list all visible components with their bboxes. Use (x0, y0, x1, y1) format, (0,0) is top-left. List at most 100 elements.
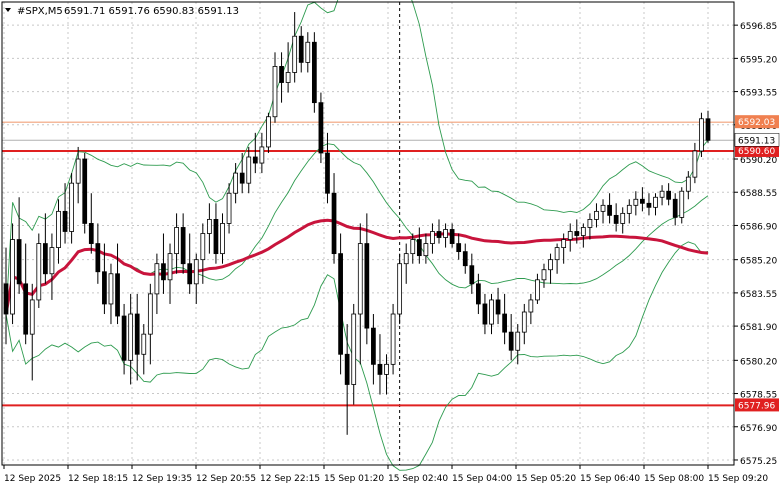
candle (371, 314, 376, 385)
candle-body (666, 190, 672, 200)
candle (285, 42, 291, 93)
candle-body (147, 293, 153, 335)
candle (600, 199, 606, 224)
candle (325, 132, 330, 204)
candle-body (108, 273, 114, 305)
price-tick-label: 6586.90 (740, 222, 777, 232)
candle-body (640, 198, 645, 204)
candle (298, 26, 304, 73)
candle-body (239, 172, 245, 184)
candle-body (607, 204, 612, 216)
candle-body (357, 243, 363, 315)
candle-body (272, 66, 278, 118)
candle (292, 12, 298, 83)
moving-average (4, 218, 709, 315)
candle-body (102, 271, 107, 305)
candle-body (416, 239, 422, 257)
candle (666, 183, 672, 206)
candle (213, 203, 219, 264)
candle (620, 207, 626, 234)
candle-body (423, 243, 429, 257)
candle (161, 233, 166, 294)
candle-body (377, 363, 383, 375)
candle-body (515, 331, 521, 351)
candle (3, 247, 9, 345)
candle (528, 293, 534, 325)
candle-body (626, 204, 632, 214)
candle (502, 293, 507, 345)
candle (423, 233, 429, 264)
candle (331, 173, 337, 264)
time-tick-label: 15 Sep 08:00 (644, 474, 704, 484)
candle-body (331, 192, 337, 255)
candle (403, 243, 409, 284)
candle (311, 32, 317, 113)
candle-body (49, 247, 55, 275)
candle-body (613, 214, 619, 224)
candle-body (115, 273, 120, 317)
symbol-label: #SPX,M5 (17, 6, 63, 17)
candle (75, 146, 81, 204)
time-tick-label: 15 Sep 05:20 (516, 474, 576, 484)
candle (246, 146, 252, 194)
candle (95, 223, 101, 284)
candle (351, 303, 357, 405)
bollinger-upper-line (5, 0, 709, 315)
candle (430, 223, 435, 254)
candle (220, 213, 225, 264)
candle-body (16, 239, 22, 285)
candle-body (325, 152, 330, 194)
price-tick-label: 6583.55 (740, 290, 777, 300)
candle-body (535, 279, 540, 301)
time-tick-label: 12 Sep 20:55 (196, 474, 256, 484)
candle (226, 183, 232, 234)
candle (279, 52, 284, 103)
candle (705, 110, 711, 143)
candle (515, 324, 521, 365)
candle (233, 163, 238, 204)
candle (489, 293, 494, 335)
time-tick-label: 12 Sep 19:35 (132, 474, 192, 484)
candle (633, 191, 639, 216)
dropdown-arrow-icon[interactable] (5, 8, 11, 12)
price-tick-label: 6588.55 (740, 189, 777, 199)
candle-body (390, 313, 396, 365)
price-level-label: 6577.96 (738, 401, 775, 411)
price-level-label: 6592.03 (738, 118, 775, 128)
candle-body (699, 118, 704, 152)
candles (3, 12, 711, 435)
candle (364, 213, 370, 345)
candle (207, 203, 212, 254)
candle (174, 213, 179, 274)
candle-body (679, 190, 685, 218)
candle-body (351, 313, 357, 385)
candle (23, 243, 29, 345)
candle-body (659, 190, 665, 198)
candle-body (161, 263, 166, 281)
candle-body (443, 229, 448, 238)
candle (390, 303, 396, 375)
candle-body (193, 259, 199, 285)
candle (239, 152, 245, 194)
time-tick-label: 12 Sep 18:15 (68, 474, 128, 484)
time-tick-label: 15 Sep 02:40 (388, 474, 448, 484)
candle-body (338, 253, 343, 355)
price-tick-label: 6590.20 (740, 156, 777, 166)
price-tick-label: 6593.55 (740, 89, 777, 99)
candle (436, 219, 442, 244)
price-tick-label: 6581.90 (740, 323, 777, 333)
candle-body (220, 223, 225, 255)
candle (167, 243, 173, 304)
candle-body (574, 231, 580, 236)
candle-body (200, 233, 206, 261)
price-tick-label: 6580.20 (740, 357, 777, 367)
candle-body (233, 172, 238, 194)
candle-body (436, 231, 442, 238)
candle-body (344, 353, 350, 385)
candle-body (364, 243, 370, 329)
candle-body (580, 227, 586, 236)
candle (587, 213, 593, 240)
candle-body (187, 263, 193, 285)
